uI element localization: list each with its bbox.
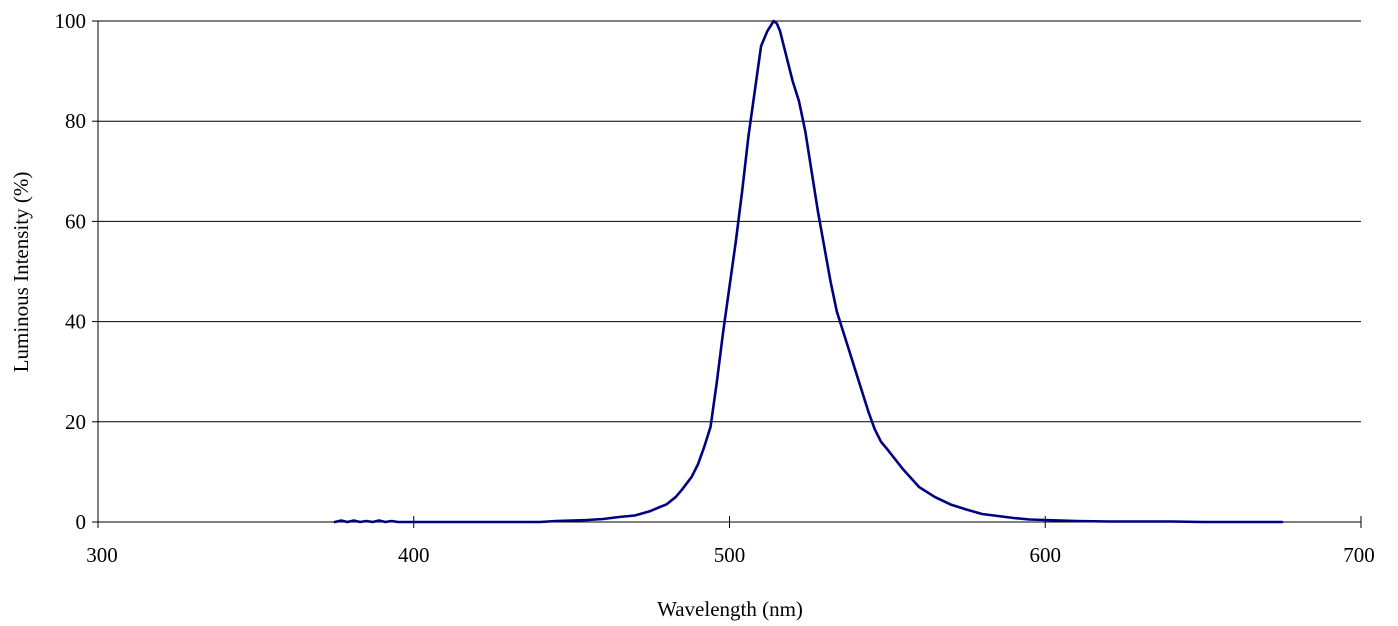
y-tick-label-0: 0: [76, 510, 87, 534]
x-axis-title: Wavelength (nm): [657, 597, 803, 621]
y-axis-title: Luminous Intensity (%): [9, 172, 33, 373]
y-tick-label-60: 60: [65, 209, 86, 233]
x-tick-label-400: 400: [398, 543, 430, 567]
series-layer: [333, 19, 1284, 524]
x-tick-label-600: 600: [1030, 543, 1062, 567]
x-tick-label-500: 500: [714, 543, 746, 567]
x-tick-label-700: 700: [1343, 543, 1375, 567]
tick-label-layer: 0 20 40 60 80 100 300 400 500 600 700: [55, 9, 1375, 567]
y-tick-label-40: 40: [65, 310, 86, 334]
x-tick-label-300: 300: [86, 543, 118, 567]
grid-layer: [98, 20, 1361, 423]
y-tick-label-80: 80: [65, 109, 86, 133]
y-tick-label-100: 100: [55, 9, 87, 33]
axis-layer: [92, 20, 1362, 528]
series-line-0: [333, 19, 1284, 524]
y-tick-label-20: 20: [65, 410, 86, 434]
